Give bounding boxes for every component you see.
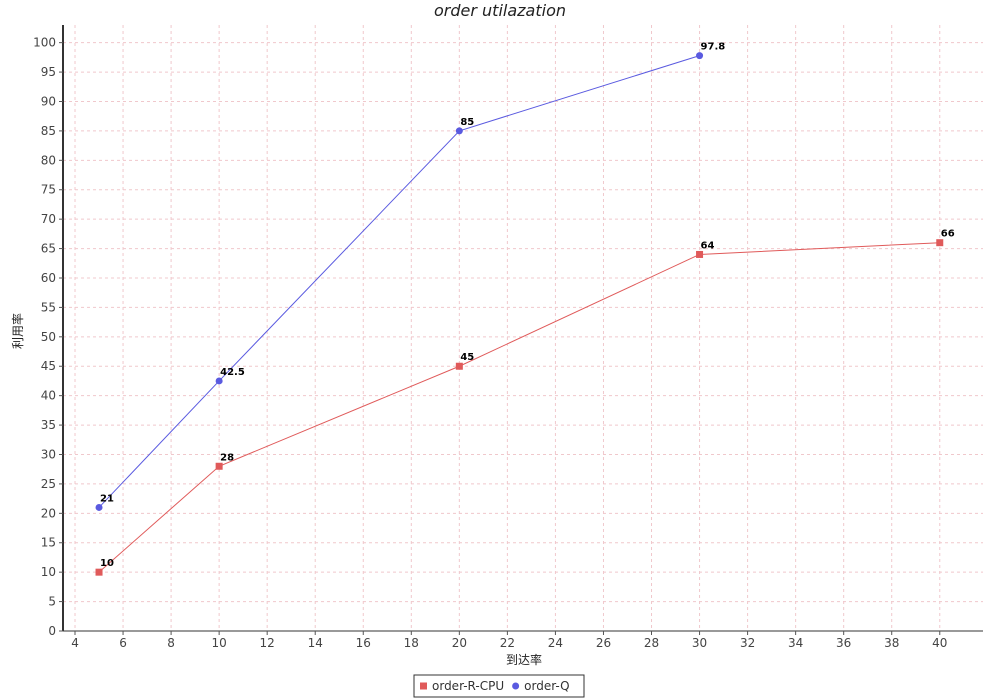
x-tick-label: 28 bbox=[644, 636, 659, 650]
y-tick-label: 40 bbox=[41, 389, 56, 403]
x-tick-label: 14 bbox=[308, 636, 323, 650]
y-tick-label: 10 bbox=[41, 565, 56, 579]
x-tick-label: 4 bbox=[71, 636, 79, 650]
y-tick-label: 60 bbox=[41, 271, 56, 285]
legend-item: order-R-CPU bbox=[420, 679, 504, 693]
y-tick-label: 80 bbox=[41, 153, 56, 167]
x-tick-label: 32 bbox=[740, 636, 755, 650]
y-tick-label: 35 bbox=[41, 418, 56, 432]
legend-item: order-Q bbox=[512, 679, 570, 693]
legend-marker bbox=[512, 682, 520, 690]
y-tick-label: 70 bbox=[41, 212, 56, 226]
x-axis-label: 到达率 bbox=[506, 652, 542, 667]
y-tick-label: 50 bbox=[41, 330, 56, 344]
x-tick-label: 8 bbox=[167, 636, 175, 650]
data-point bbox=[936, 239, 944, 247]
data-point bbox=[95, 503, 103, 511]
y-tick-label: 75 bbox=[41, 183, 56, 197]
x-tick-label: 6 bbox=[119, 636, 127, 650]
y-tick-label: 25 bbox=[41, 477, 56, 491]
y-tick-label: 85 bbox=[41, 124, 56, 138]
x-tick-label: 10 bbox=[211, 636, 226, 650]
x-tick-label: 22 bbox=[500, 636, 515, 650]
series-order-Q: 21 42.5 85 97.8 bbox=[95, 42, 726, 511]
y-tick-label: 30 bbox=[41, 447, 56, 461]
x-tick-label: 26 bbox=[596, 636, 611, 650]
x-tick-label: 24 bbox=[548, 636, 563, 650]
legend: order-R-CPU order-Q bbox=[413, 674, 585, 698]
y-tick-label: 90 bbox=[41, 94, 56, 108]
legend-label: order-R-CPU bbox=[432, 679, 504, 693]
legend-label: order-Q bbox=[524, 679, 569, 693]
legend-box bbox=[413, 674, 585, 698]
x-tick-label: 36 bbox=[836, 636, 851, 650]
x-tick-label: 20 bbox=[452, 636, 467, 650]
x-tick-label: 38 bbox=[884, 636, 899, 650]
data-point bbox=[455, 127, 463, 135]
data-label: 66 bbox=[941, 229, 955, 240]
x-tick-label: 16 bbox=[356, 636, 371, 650]
y-tick-label: 95 bbox=[41, 65, 56, 79]
data-label: 28 bbox=[220, 452, 234, 463]
legend-marker bbox=[420, 682, 427, 690]
data-point bbox=[215, 462, 223, 470]
data-point bbox=[215, 377, 223, 385]
series-layer: 10 28 45 64 66 21 42.5 85 97.8 bbox=[95, 42, 955, 576]
series-line bbox=[98, 55, 700, 508]
data-point bbox=[95, 568, 103, 576]
y-tick-label: 65 bbox=[41, 242, 56, 256]
y-tick-label: 15 bbox=[41, 536, 56, 550]
axes: 0 5 10 15 20 25 30 35 40 45 50 55 60 65 70 75 80 85 90 95 10… bbox=[33, 25, 983, 650]
plot-background bbox=[63, 25, 983, 631]
x-tick-label: 18 bbox=[404, 636, 419, 650]
data-point bbox=[696, 52, 704, 60]
data-point bbox=[455, 362, 463, 370]
data-label: 42.5 bbox=[220, 367, 245, 378]
x-tick-label: 12 bbox=[260, 636, 275, 650]
data-label: 45 bbox=[460, 352, 474, 363]
y-tick-label: 45 bbox=[41, 359, 56, 373]
series-order-R-CPU: 10 28 45 64 66 bbox=[95, 229, 955, 576]
y-tick-label: 5 bbox=[48, 595, 56, 609]
data-label: 64 bbox=[701, 240, 715, 251]
y-tick-label: 0 bbox=[48, 624, 56, 638]
data-point bbox=[696, 250, 704, 258]
y-tick-label: 100 bbox=[33, 36, 56, 50]
y-tick-label: 20 bbox=[41, 506, 56, 520]
data-label: 21 bbox=[100, 493, 114, 504]
data-label: 97.8 bbox=[701, 42, 726, 53]
data-label: 85 bbox=[460, 117, 474, 128]
y-tick-label: 55 bbox=[41, 300, 56, 314]
x-tick-label: 30 bbox=[692, 636, 707, 650]
x-tick-label: 40 bbox=[932, 636, 947, 650]
grid bbox=[63, 25, 983, 632]
data-label: 10 bbox=[100, 558, 114, 569]
y-axis-label: 利用率 bbox=[10, 313, 25, 349]
x-tick-label: 34 bbox=[788, 636, 803, 650]
chart-title: order utilazation bbox=[434, 1, 566, 20]
